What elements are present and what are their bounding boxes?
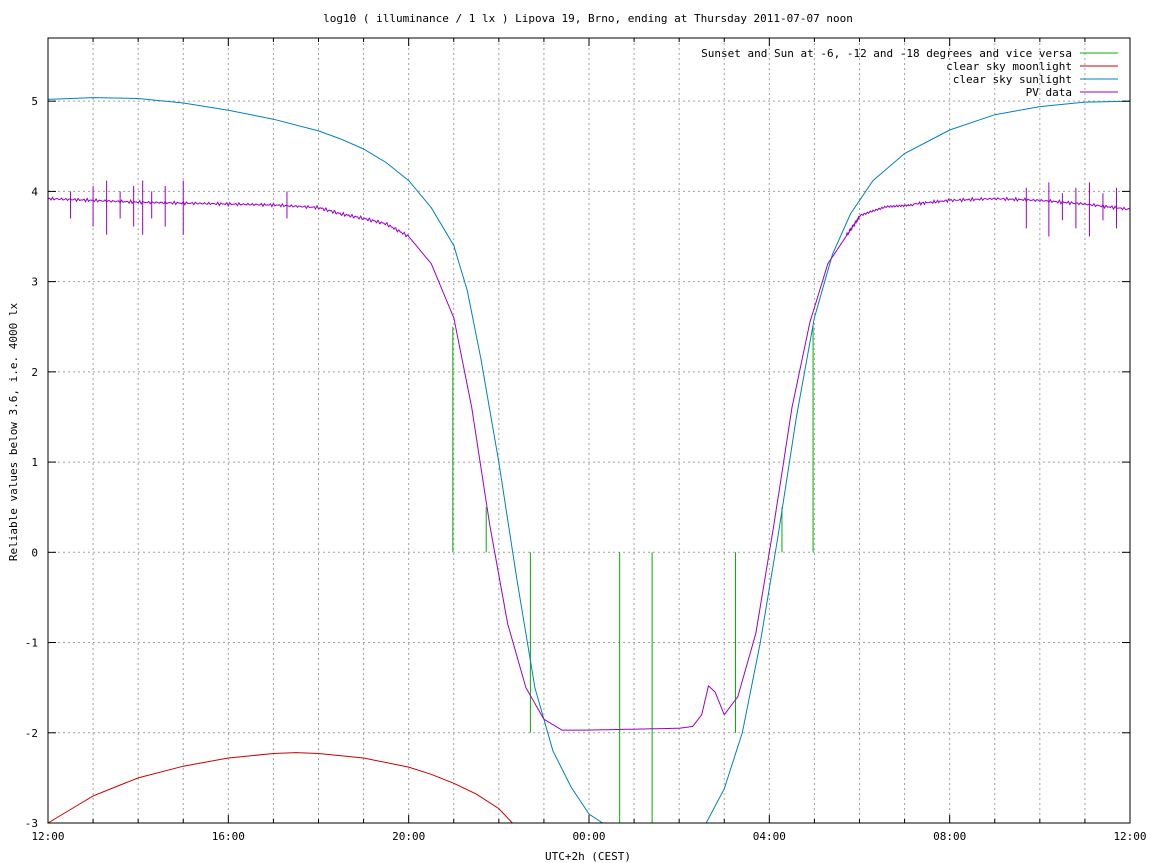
y-tick-label: -2 xyxy=(25,727,38,740)
y-tick-label: 5 xyxy=(31,95,38,108)
x-tick-label: 04:00 xyxy=(753,830,786,843)
x-tick-label: 08:00 xyxy=(933,830,966,843)
sunlight-line xyxy=(47,97,1131,824)
x-tick-label: 20:00 xyxy=(392,830,425,843)
x-tick-label: 16:00 xyxy=(212,830,245,843)
y-tick-label: -3 xyxy=(25,817,38,830)
y-tick-label: 0 xyxy=(31,546,38,559)
chart-title: log10 ( illuminance / 1 lx ) Lipova 19, … xyxy=(323,12,853,25)
legend: Sunset and Sun at -6, -12 and -18 degree… xyxy=(701,47,1118,99)
y-tick-label: -1 xyxy=(25,637,38,650)
y-tick-label: 4 xyxy=(31,185,38,198)
plot-lines xyxy=(47,97,1131,824)
x-tick-label: 12:00 xyxy=(31,830,64,843)
grid xyxy=(48,38,1130,823)
axis-ticks xyxy=(48,38,1130,824)
pv-data-line xyxy=(47,196,1131,731)
moonlight-line xyxy=(47,752,513,824)
x-tick-labels: 12:00 16:00 20:00 00:00 04:00 08:00 12:00 xyxy=(31,830,1146,843)
legend-label: clear sky sunlight xyxy=(953,73,1072,86)
y-tick-label: 3 xyxy=(31,276,38,289)
y-tick-label: 2 xyxy=(31,366,38,379)
y-tick-labels: -3 -2 -1 0 1 2 3 4 5 xyxy=(25,95,39,830)
x-tick-label: 00:00 xyxy=(572,830,605,843)
x-tick-label: 12:00 xyxy=(1113,830,1146,843)
y-axis-label: Reliable values below 3.6, i.e. 4000 lx xyxy=(7,302,20,561)
legend-label: Sunset and Sun at -6, -12 and -18 degree… xyxy=(701,47,1072,60)
x-axis-label: UTC+2h (CEST) xyxy=(545,850,631,863)
plot-frame xyxy=(47,37,1131,824)
y-tick-label: 1 xyxy=(31,456,38,469)
legend-label: PV data xyxy=(1026,86,1072,99)
legend-label: clear sky moonlight xyxy=(946,60,1072,73)
